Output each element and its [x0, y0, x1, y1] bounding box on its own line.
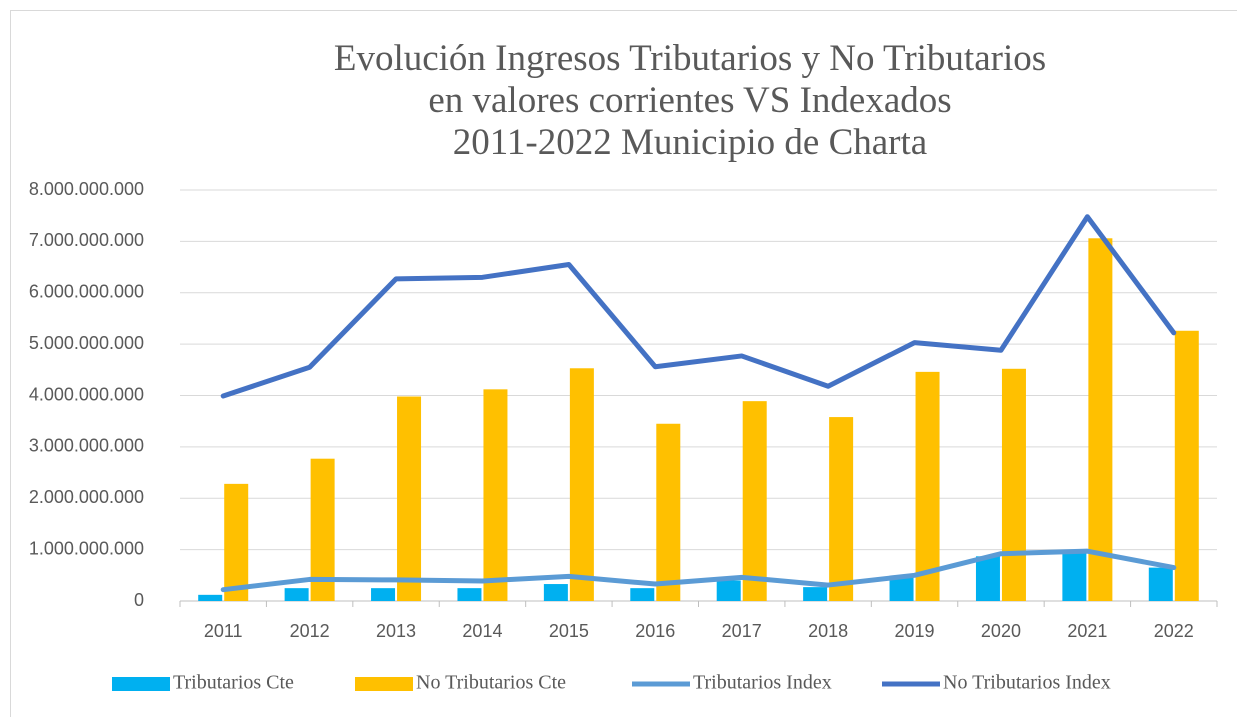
bar — [716, 580, 741, 601]
y-tick-label: 6.000.000.000 — [29, 282, 144, 302]
bar — [1088, 238, 1113, 602]
y-tick-label: 2.000.000.000 — [29, 487, 144, 507]
x-tick-label: 2020 — [981, 621, 1021, 641]
bar — [889, 576, 914, 601]
chart-title: Evolución Ingresos Tributarios y No Trib… — [334, 38, 1046, 79]
x-tick-label: 2012 — [290, 621, 330, 641]
bar — [975, 556, 1000, 601]
bar — [483, 389, 508, 601]
y-tick-label: 8.000.000.000 — [29, 179, 144, 199]
x-tick-label: 2018 — [808, 621, 848, 641]
bar — [1148, 567, 1173, 601]
y-tick-label: 7.000.000.000 — [29, 230, 144, 250]
legend-label: Tributarios Index — [693, 672, 832, 694]
x-tick-label: 2017 — [722, 621, 762, 641]
y-tick-label: 4.000.000.000 — [29, 384, 144, 404]
x-tick-label: 2011 — [204, 621, 243, 641]
bar — [829, 417, 854, 601]
legend-label: No Tributarios Cte — [416, 672, 566, 694]
bar — [569, 368, 594, 601]
bar — [224, 483, 249, 601]
y-tick-label: 3.000.000.000 — [29, 436, 144, 456]
line — [220, 214, 1177, 399]
bar — [1174, 330, 1199, 601]
bar — [656, 423, 681, 601]
line — [220, 548, 1177, 593]
bar — [630, 588, 655, 601]
y-tick-label: 5.000.000.000 — [29, 333, 144, 353]
bar — [915, 371, 940, 601]
bar — [198, 594, 223, 601]
y-tick-label: 1.000.000.000 — [29, 538, 144, 558]
legend-swatch — [355, 677, 413, 691]
x-tick-label: 2021 — [1067, 621, 1107, 641]
bar — [284, 588, 309, 601]
legend-swatch — [112, 677, 170, 691]
x-tick-label: 2019 — [895, 621, 935, 641]
legend-label: No Tributarios Index — [943, 672, 1111, 694]
x-tick-label: 2016 — [635, 621, 675, 641]
bar — [1062, 552, 1087, 601]
bar — [457, 588, 482, 601]
x-tick-label: 2013 — [376, 621, 416, 641]
chart-title: 2011-2022 Municipio de Charta — [453, 122, 927, 163]
bar — [803, 587, 828, 601]
bar — [397, 396, 422, 601]
x-tick-label: 2014 — [462, 621, 502, 641]
bar — [543, 584, 568, 601]
bar — [742, 401, 767, 601]
legend-label: Tributarios Cte — [173, 672, 294, 694]
x-tick-label: 2015 — [549, 621, 589, 641]
bar — [371, 588, 396, 601]
y-tick-label: 0 — [134, 590, 144, 610]
bar — [1001, 368, 1026, 601]
chart-title: en valores corrientes VS Indexados — [428, 80, 951, 121]
x-tick-label: 2022 — [1154, 621, 1194, 641]
